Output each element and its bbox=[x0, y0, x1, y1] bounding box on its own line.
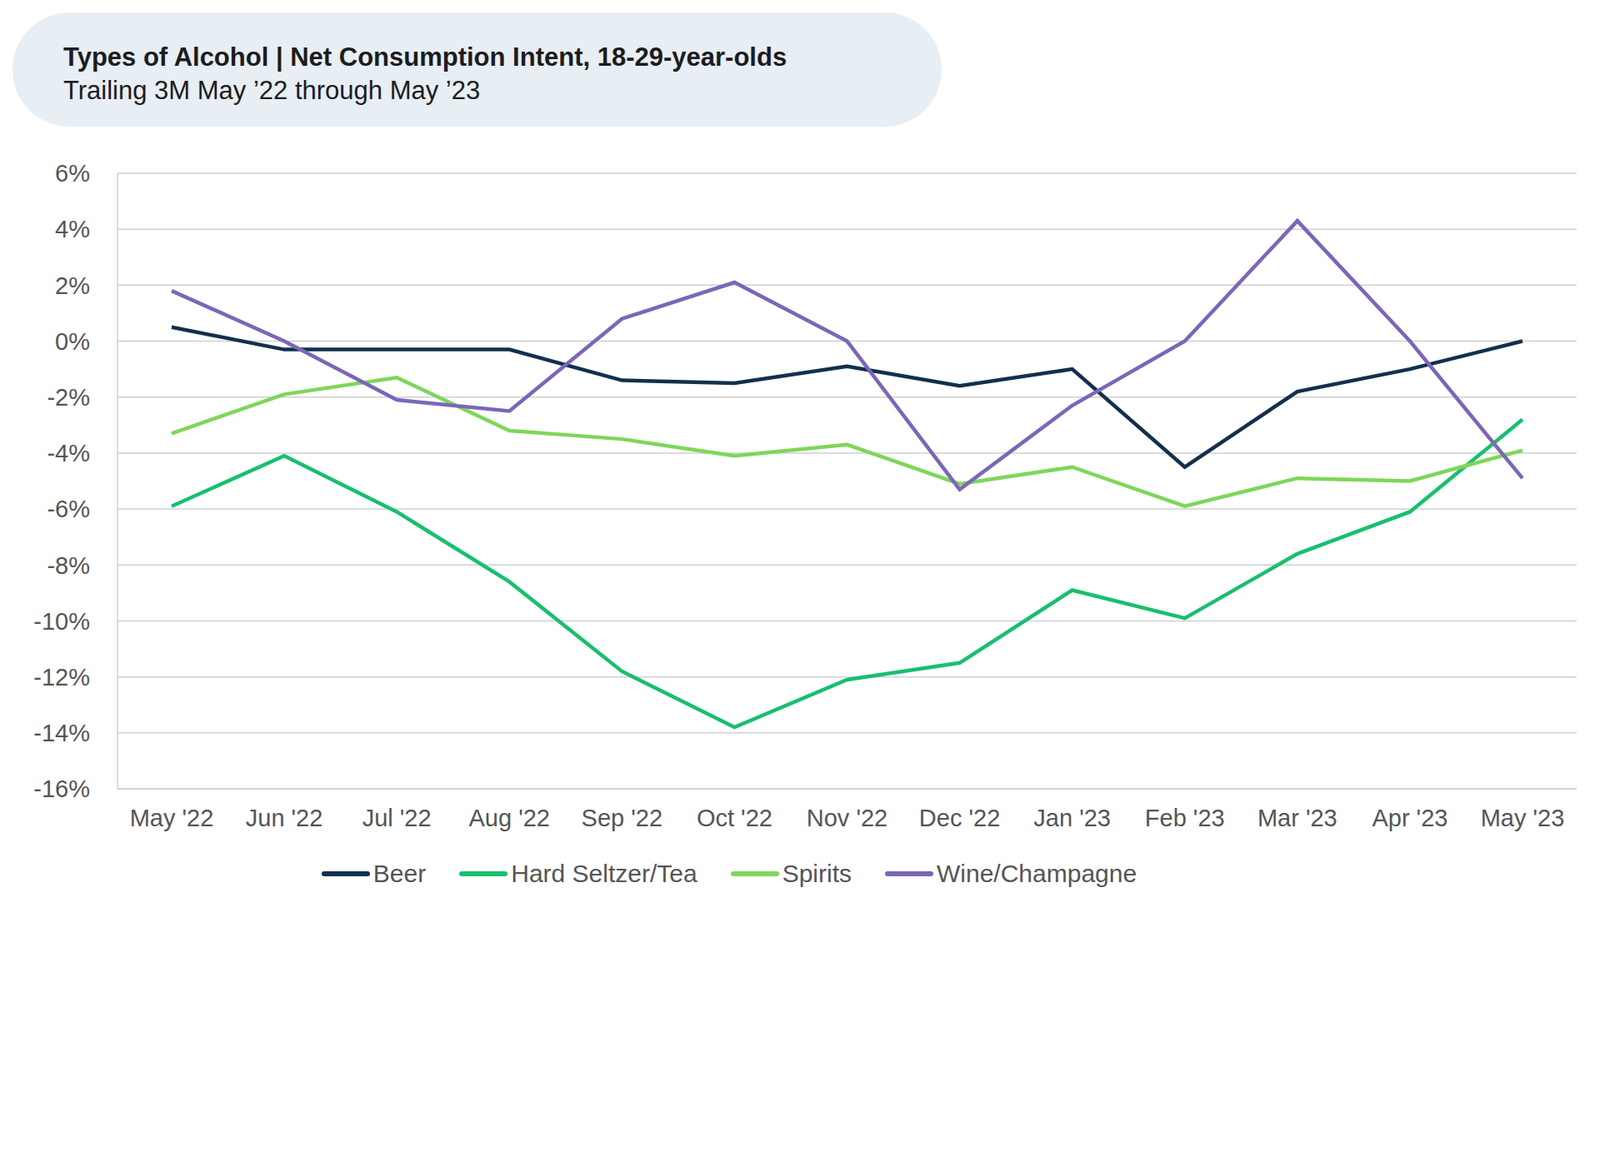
svg-text:-4%: -4% bbox=[46, 440, 90, 467]
svg-text:Feb '23: Feb '23 bbox=[1145, 805, 1225, 832]
svg-text:Sep '22: Sep '22 bbox=[581, 805, 663, 832]
svg-text:Jul '22: Jul '22 bbox=[362, 805, 432, 832]
html-text:Trailing 3M May ’22 through Ma: Trailing 3M May ’22 through May ’23 bbox=[63, 75, 481, 105]
svg-text:May '23: May '23 bbox=[1480, 805, 1565, 832]
svg-text:4%: 4% bbox=[55, 215, 90, 243]
svg-text:-16%: -16% bbox=[33, 775, 90, 803]
svg-text:May '22: May '22 bbox=[130, 805, 215, 832]
svg-text:-10%: -10% bbox=[33, 608, 90, 635]
svg-text:Jun '22: Jun '22 bbox=[245, 805, 324, 832]
svg-text:-12%: -12% bbox=[33, 664, 90, 691]
html-text:Wine/Champagne: Wine/Champagne bbox=[936, 860, 1137, 888]
html-text:Spirits: Spirits bbox=[782, 860, 852, 888]
html-text:Beer: Beer bbox=[373, 860, 426, 888]
svg-text:Mar '23: Mar '23 bbox=[1257, 805, 1338, 832]
svg-text:-2%: -2% bbox=[46, 384, 90, 411]
svg-text:Nov '22: Nov '22 bbox=[806, 805, 888, 832]
svg-text:2%: 2% bbox=[55, 272, 90, 300]
svg-text:Apr '23: Apr '23 bbox=[1371, 805, 1448, 832]
html-text:Hard Seltzer/Tea: Hard Seltzer/Tea bbox=[511, 860, 698, 888]
html-text:Types of Alcohol | Net Consump: Types of Alcohol | Net Consumption Inten… bbox=[63, 42, 787, 72]
svg-text:Dec '22: Dec '22 bbox=[919, 805, 1000, 832]
svg-text:-6%: -6% bbox=[46, 495, 90, 523]
svg-text:6%: 6% bbox=[55, 160, 90, 187]
svg-text:Jan '23: Jan '23 bbox=[1033, 805, 1111, 832]
svg-text:-8%: -8% bbox=[46, 552, 90, 580]
svg-text:Aug '22: Aug '22 bbox=[469, 805, 550, 832]
svg-text:0%: 0% bbox=[55, 328, 90, 355]
svg-text:Oct '22: Oct '22 bbox=[696, 805, 773, 832]
svg-text:-14%: -14% bbox=[33, 720, 90, 747]
